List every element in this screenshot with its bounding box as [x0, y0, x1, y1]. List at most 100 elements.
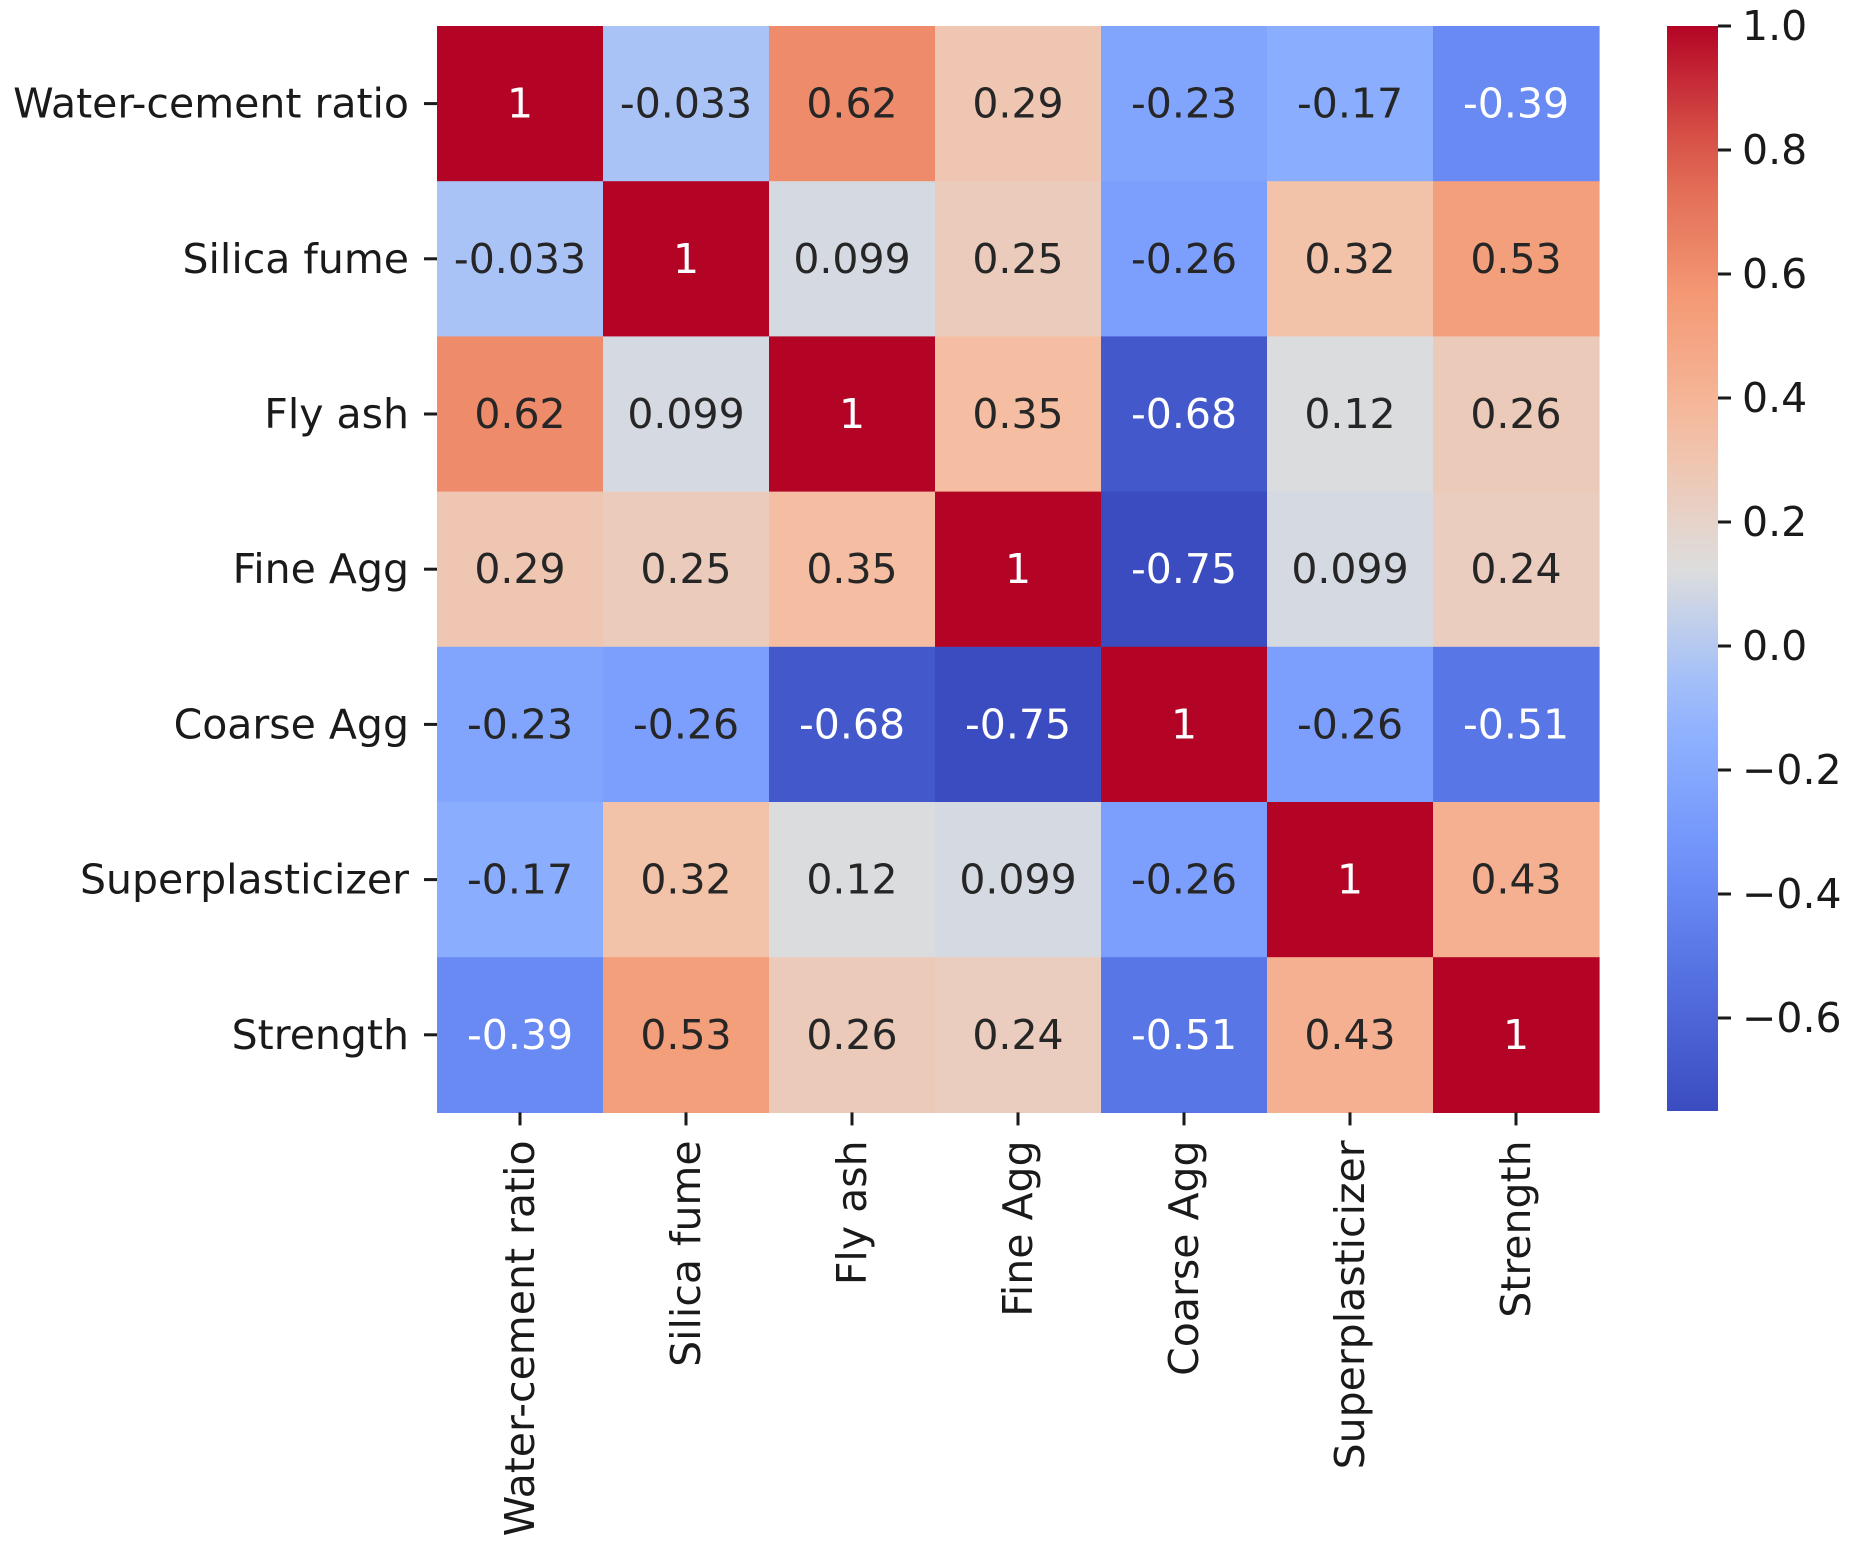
x-axis-ticks: Water-cement ratio Silica fume Fly ash Fine… [496, 1112, 1540, 1536]
x-tick-label: Superplasticizer [1326, 1140, 1374, 1469]
heatmap-cell [769, 646, 936, 803]
heatmap-cell [1433, 957, 1600, 1113]
heatmap-cell [769, 957, 936, 1113]
heatmap-cell [1267, 181, 1434, 337]
heatmap-cell [603, 646, 770, 803]
heatmap-cell [935, 646, 1102, 803]
y-tick-label: Coarse Agg [174, 700, 409, 748]
heatmap-cell [1101, 646, 1268, 803]
heatmap-cell [935, 181, 1102, 337]
heatmap-cell-value: 0.35 [806, 545, 897, 593]
heatmap-cell-value: 0.53 [640, 1011, 731, 1059]
x-tick-label: Water-cement ratio [496, 1140, 544, 1536]
heatmap-cell-value: -0.68 [1131, 390, 1237, 438]
heatmap-cell [1101, 181, 1268, 337]
heatmap-cell-value: 1 [673, 235, 699, 283]
heatmap-cell [1101, 957, 1268, 1113]
heatmap-cell-value: 0.35 [972, 390, 1063, 438]
x-tick-label: Fine Agg [994, 1140, 1042, 1316]
heatmap-cell-value: 0.24 [972, 1011, 1063, 1059]
heatmap-cell-value: 0.26 [1470, 390, 1561, 438]
heatmap-cell [437, 957, 604, 1113]
colorbar-tick-label: 0.6 [1742, 250, 1807, 298]
heatmap-cell-value: 0.24 [1470, 545, 1561, 593]
y-tick-label: Fly ash [264, 390, 409, 438]
colorbar-tick-label: −0.6 [1742, 994, 1842, 1042]
heatmap-cell [1267, 336, 1434, 493]
heatmap-cell [935, 957, 1102, 1113]
y-tick-label: Strength [232, 1011, 409, 1059]
heatmap-cell [1101, 802, 1268, 958]
heatmap-cell [1101, 336, 1268, 493]
heatmap-cell [603, 26, 770, 182]
heatmap-cell-value: 0.62 [806, 80, 897, 128]
x-tick-label: Coarse Agg [1160, 1140, 1208, 1375]
heatmap-cell-value: -0.23 [1131, 80, 1237, 128]
heatmap-cell-value: -0.26 [1131, 856, 1237, 904]
heatmap-cell-value: 1 [1337, 856, 1363, 904]
heatmap-cell-value: 0.29 [474, 545, 565, 593]
colorbar-tick-label: 0.2 [1742, 498, 1807, 546]
heatmap-cell [603, 491, 770, 648]
y-tick-label: Fine Agg [233, 545, 409, 593]
heatmap-cell-value: -0.26 [633, 700, 739, 748]
heatmap-cell [1267, 26, 1434, 182]
heatmap-cell-value: -0.23 [467, 700, 573, 748]
heatmap-cell-value: 0.12 [806, 856, 897, 904]
y-tick-label: Superplasticizer [80, 856, 409, 904]
heatmap-cell-value: -0.51 [1463, 700, 1569, 748]
heatmap-cell [603, 336, 770, 493]
colorbar-tick-label: 0.0 [1742, 622, 1807, 670]
heatmap-cell-value: -0.39 [467, 1011, 573, 1059]
heatmap-cell [935, 491, 1102, 648]
heatmap-cell-value: 0.32 [1304, 235, 1395, 283]
heatmap-cell [603, 181, 770, 337]
heatmap-cell-value: 0.43 [1470, 856, 1561, 904]
heatmap-cell-value: -0.51 [1131, 1011, 1237, 1059]
x-tick-label: Silica fume [662, 1140, 710, 1366]
heatmap-cell [1101, 26, 1268, 182]
heatmap-cell [1101, 491, 1268, 648]
heatmap-cell [437, 802, 604, 958]
heatmap-cell [437, 336, 604, 493]
heatmap-cell-value: 0.25 [972, 235, 1063, 283]
heatmap-cell-value: 1 [507, 80, 533, 128]
heatmap-cell [437, 646, 604, 803]
heatmap-cell-value: -0.26 [1297, 700, 1403, 748]
heatmap-cell-value: 0.099 [959, 856, 1076, 904]
heatmap-cell-value: 0.53 [1470, 235, 1561, 283]
heatmap-cell-value: 1 [1171, 700, 1197, 748]
heatmap-cell [1267, 491, 1434, 648]
heatmap-cell [769, 181, 936, 337]
heatmap-cell-value: 0.62 [474, 390, 565, 438]
heatmap-cell [437, 26, 604, 182]
heatmap-cell-value: -0.75 [1131, 545, 1237, 593]
colorbar: 1.0 0.8 0.6 0.4 0.2 0.0 −0.2 −0.4 −0.6 [1667, 2, 1842, 1111]
colorbar-tick-label: −0.2 [1742, 746, 1842, 794]
heatmap-cell-value: 0.099 [627, 390, 744, 438]
heatmap-cell-value: 1 [1503, 1011, 1529, 1059]
y-tick-label: Water-cement ratio [13, 80, 409, 128]
heatmap-cell-value: 0.099 [1291, 545, 1408, 593]
x-tick-label: Strength [1492, 1140, 1540, 1317]
heatmap-cell-value: -0.17 [1297, 80, 1403, 128]
heatmap-cell-labels: 1 -0.033 0.62 0.29 -0.23 -0.17 -0.39 -0.033 1 0.0… [454, 80, 1569, 1059]
y-axis-ticks: Water-cement ratio Silica fume Fly ash Fine… [13, 80, 437, 1059]
heatmap-cell [1267, 957, 1434, 1113]
heatmap-cell [1433, 336, 1600, 493]
heatmap-cell-value: 0.25 [640, 545, 731, 593]
heatmap-cell [437, 491, 604, 648]
heatmap-cell [437, 181, 604, 337]
heatmap-cell [603, 957, 770, 1113]
heatmap-cell-value: 0.29 [972, 80, 1063, 128]
heatmap-cell-value: 0.12 [1304, 390, 1395, 438]
heatmap-cell [1433, 491, 1600, 648]
heatmap-cell-value: 0.26 [806, 1011, 897, 1059]
heatmap-cell-value: -0.39 [1463, 80, 1569, 128]
heatmap-cell [1267, 802, 1434, 958]
heatmap-cell [1433, 26, 1600, 182]
heatmap-cell-value: -0.68 [799, 700, 905, 748]
heatmap-cells [437, 26, 1600, 1113]
heatmap-cell-value: 0.43 [1304, 1011, 1395, 1059]
